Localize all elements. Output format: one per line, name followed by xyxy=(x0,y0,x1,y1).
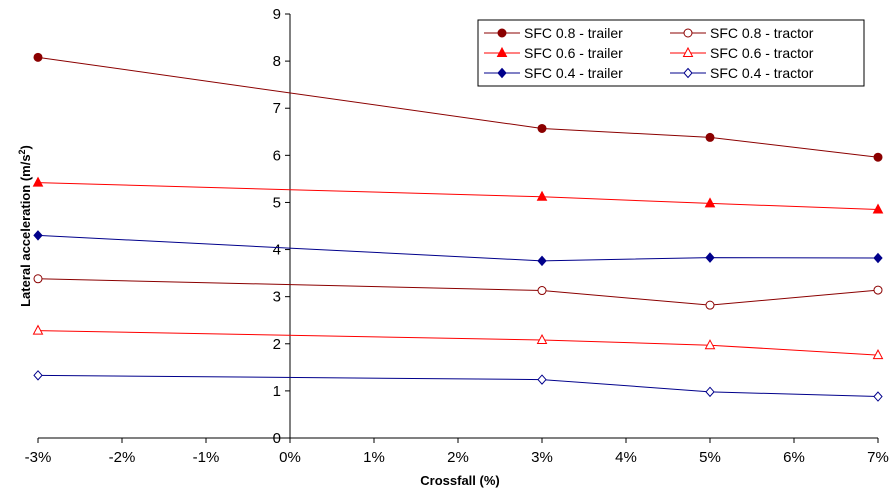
legend-entry: SFC 0.4 - trailer xyxy=(484,65,623,81)
y-axis-title: Lateral acceleration (m/s2) xyxy=(17,145,33,307)
x-tick-label: 5% xyxy=(699,449,721,466)
data-point xyxy=(33,52,43,62)
series-2 xyxy=(33,274,883,310)
y-axis-title-end: ) xyxy=(18,145,33,149)
y-tick-label: 6 xyxy=(273,147,281,164)
y-tick-label: 1 xyxy=(273,383,281,400)
series-line xyxy=(37,182,879,211)
data-point xyxy=(536,190,548,201)
series-line xyxy=(37,330,879,356)
data-point xyxy=(873,152,883,162)
y-tick-label: 8 xyxy=(273,53,281,70)
y-tick-label: 4 xyxy=(273,242,281,259)
x-tick-label: 4% xyxy=(615,449,637,466)
x-axis-title: Crossfall (%) xyxy=(420,473,499,488)
data-point xyxy=(33,230,43,241)
y-tick-label: 2 xyxy=(273,336,281,353)
y-tick-label: 0 xyxy=(273,430,281,447)
x-tick-label: 1% xyxy=(363,449,385,466)
data-point xyxy=(705,132,715,142)
y-tick-label: 3 xyxy=(273,289,281,306)
data-point xyxy=(872,349,884,360)
data-point xyxy=(872,203,884,214)
series-layer xyxy=(32,52,884,402)
x-tick-label: 7% xyxy=(867,449,889,466)
series-5 xyxy=(33,230,883,267)
x-tick-label: 6% xyxy=(783,449,805,466)
y-axis-title-main: Lateral acceleration (m/s xyxy=(18,154,33,306)
legend-label: SFC 0.6 - trailer xyxy=(524,45,623,61)
legend-marker xyxy=(683,28,693,38)
data-point xyxy=(873,252,883,264)
legend-entry: SFC 0.8 - tractor xyxy=(670,25,814,41)
data-point xyxy=(537,374,547,385)
series-4 xyxy=(32,324,884,360)
legend-label: SFC 0.8 - tractor xyxy=(710,25,814,41)
axes: -3% -2% -1% 0% 1% 2% 3% 4% 5% 6% 7% 0 1 2 3 4 5 6 7 8 9 xyxy=(25,6,889,466)
data-point xyxy=(32,176,44,187)
data-point xyxy=(873,285,883,295)
data-point xyxy=(705,300,715,310)
series-3 xyxy=(32,176,884,214)
legend-entry: SFC 0.4 - tractor xyxy=(670,65,814,81)
data-point xyxy=(536,333,548,345)
x-tick-label: -3% xyxy=(25,449,52,466)
x-tick-label: 2% xyxy=(447,449,469,466)
series-line xyxy=(37,278,879,306)
y-tick-label: 7 xyxy=(273,100,281,117)
y-tick-label: 9 xyxy=(273,6,281,23)
legend-label: SFC 0.6 - tractor xyxy=(710,45,814,61)
data-point xyxy=(537,255,547,267)
series-line xyxy=(37,56,879,158)
data-point xyxy=(33,274,43,284)
data-point xyxy=(537,286,547,296)
data-point xyxy=(33,370,43,381)
data-point xyxy=(704,197,716,208)
legend-entry: SFC 0.8 - trailer xyxy=(484,25,623,41)
legend-marker xyxy=(497,28,507,38)
data-point xyxy=(705,252,715,263)
data-point xyxy=(32,324,44,335)
y-axis-title-superscript: 2 xyxy=(17,149,27,154)
legend-label: SFC 0.4 - tractor xyxy=(710,65,814,81)
x-tick-label: 0% xyxy=(279,449,301,466)
y-tick-label: 5 xyxy=(273,194,281,211)
legend-label: SFC 0.8 - trailer xyxy=(524,25,623,41)
legend-entry: SFC 0.6 - tractor xyxy=(670,45,814,61)
legend-marker xyxy=(497,67,507,79)
legend: SFC 0.8 - trailer SFC 0.8 - tractor SFC 0.… xyxy=(477,19,865,87)
series-line xyxy=(37,374,879,398)
series-1 xyxy=(33,52,883,162)
data-point xyxy=(537,123,547,133)
x-tick-label: -2% xyxy=(109,449,136,466)
legend-marker xyxy=(496,46,508,57)
data-point xyxy=(873,391,883,402)
legend-label: SFC 0.4 - trailer xyxy=(524,65,623,81)
data-point xyxy=(705,386,715,398)
data-point xyxy=(704,339,716,350)
legend-marker xyxy=(683,67,693,79)
legend-entry: SFC 0.6 - trailer xyxy=(484,45,623,61)
x-tick-label: -1% xyxy=(193,449,220,466)
x-tick-label: 3% xyxy=(531,449,553,466)
legend-marker xyxy=(682,46,694,57)
series-line xyxy=(37,234,879,262)
series-6 xyxy=(33,370,883,402)
